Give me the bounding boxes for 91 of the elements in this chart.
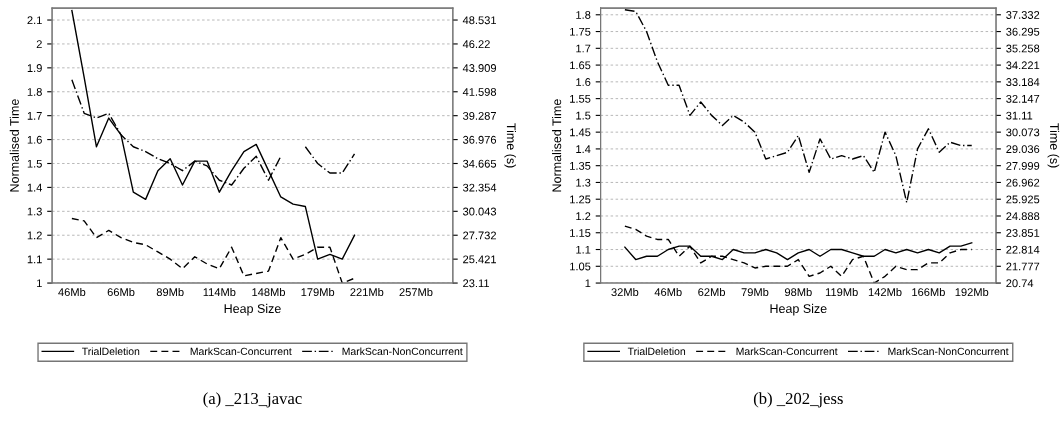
- y-tick-label: 1.75: [570, 27, 591, 36]
- y2-tick-label: 30.073: [1006, 128, 1040, 137]
- y-tick-label: 1: [585, 279, 591, 288]
- x-tick-label: 192Mb: [955, 287, 989, 297]
- legend-label: TrialDeletion: [627, 347, 686, 356]
- y-tick-label: 1.1: [576, 245, 591, 254]
- y-tick-label: 1.8: [576, 11, 591, 19]
- y-tick-label: 1.6: [576, 78, 591, 86]
- y-tick-label: 1.5: [576, 111, 591, 120]
- y2-tick-label: 32.354: [462, 183, 497, 192]
- x-tick-label: 257Mb: [399, 287, 433, 297]
- y2-tick-label: 24.888: [1006, 212, 1040, 221]
- y2-tick-label: 48.531: [462, 16, 496, 25]
- y-tick-label: 1.7: [576, 44, 591, 53]
- y-tick-label: 1.5: [27, 159, 42, 168]
- y-tick-label: 1.45: [570, 128, 591, 137]
- y-tick-label: 1.55: [570, 95, 591, 103]
- y-tick-label: 1.6: [27, 135, 42, 144]
- y2-tick-label: 27.732: [463, 231, 496, 240]
- y-tick-label: 1.4: [576, 145, 591, 153]
- y-tick-label: 1.25: [570, 195, 591, 204]
- y-tick-label: 2: [36, 40, 42, 48]
- y2-axis-title: Time (s): [504, 123, 516, 168]
- line-series: [624, 225, 973, 284]
- x-tick-label: 114Mb: [203, 287, 236, 297]
- y-tick-label: 1.9: [27, 64, 42, 72]
- y-axis-title: Normalised Time: [552, 99, 562, 192]
- legend-label: MarkScan-NonConcurrent: [888, 347, 1009, 356]
- y2-tick-label: 23.851: [1006, 229, 1040, 237]
- x-tick-label: 221Mb: [350, 287, 384, 297]
- x-axis-title: Heap Size: [770, 303, 827, 316]
- y2-axis-title: Time (s): [1047, 123, 1060, 168]
- y2-tick-label: 37.332: [1006, 11, 1040, 19]
- legend-label: MarkScan-NonConcurrent: [342, 347, 463, 356]
- y-tick-label: 1: [37, 279, 42, 288]
- y2-tick-label: 43.909: [462, 64, 497, 72]
- x-tick-label: 46Mb: [654, 287, 682, 297]
- y-tick-label: 1.4: [27, 183, 43, 192]
- y2-tick-label: 27.999: [1006, 161, 1040, 170]
- y-tick-label: 2.1: [27, 16, 42, 25]
- x-tick-label: 32Mb: [611, 287, 639, 297]
- y-tick-label: 1.1: [27, 255, 42, 264]
- y2-tick-label: 25.925: [1006, 195, 1040, 204]
- y-tick-label: 1.2: [27, 231, 42, 240]
- y2-tick-label: 34.665: [462, 159, 497, 168]
- y2-tick-label: 23.11: [463, 279, 489, 288]
- legend-label: MarkScan-Concurrent: [736, 347, 838, 356]
- x-tick-label: 79Mb: [741, 287, 769, 297]
- y-tick-label: 1.35: [570, 161, 591, 170]
- y2-tick-label: 22.814: [1006, 245, 1040, 254]
- y2-tick-label: 41.598: [462, 88, 497, 96]
- y2-tick-label: 25.421: [463, 255, 496, 264]
- x-tick-label: 66Mb: [107, 287, 135, 297]
- y2-tick-label: 32.147: [1006, 94, 1040, 103]
- y-axis-title: Normalised Time: [9, 99, 19, 192]
- x-tick-label: 89Mb: [156, 287, 184, 297]
- y-tick-label: 1.3: [27, 207, 42, 216]
- line-series: [624, 9, 973, 204]
- x-tick-label: 46Mb: [58, 287, 86, 297]
- y2-tick-label: 20.74: [1006, 279, 1034, 288]
- x-tick-label: 148Mb: [252, 287, 286, 297]
- y2-tick-label: 46.22: [462, 40, 490, 49]
- x-axis-title: Heap Size: [224, 303, 281, 316]
- x-tick-label: 62Mb: [698, 287, 726, 297]
- text: (a) _213_javac: [203, 392, 302, 408]
- y-tick-label: 1.05: [570, 262, 591, 271]
- y2-tick-label: 35.258: [1006, 44, 1040, 53]
- y-tick-label: 1.7: [27, 112, 42, 120]
- legend-label: TrialDeletion: [82, 347, 140, 356]
- y2-tick-label: 29.036: [1006, 145, 1040, 154]
- x-tick-label: 166Mb: [912, 287, 945, 297]
- y-tick-label: 1.3: [576, 178, 591, 187]
- x-tick-label: 119Mb: [825, 287, 858, 297]
- y2-tick-label: 21.777: [1006, 262, 1040, 271]
- y2-tick-label: 34.221: [1006, 61, 1040, 70]
- y2-tick-label: 36.976: [462, 135, 497, 144]
- y-tick-label: 1.2: [576, 212, 591, 221]
- y-tick-label: 1.65: [570, 61, 591, 70]
- y2-tick-label: 31.11: [1006, 111, 1033, 120]
- y2-tick-label: 33.184: [1006, 78, 1040, 86]
- y2-tick-label: 30.043: [462, 207, 497, 216]
- legend-label: MarkScan-Concurrent: [190, 347, 292, 356]
- y-tick-label: 1.8: [27, 88, 42, 96]
- x-tick-label: 98Mb: [784, 287, 812, 297]
- y-tick-label: 1.15: [570, 229, 591, 237]
- text: (b) _202_jess: [753, 392, 843, 408]
- x-tick-label: 179Mb: [301, 287, 335, 297]
- y2-tick-label: 26.962: [1006, 178, 1040, 187]
- y2-tick-label: 36.295: [1006, 27, 1040, 36]
- x-tick-label: 142Mb: [868, 287, 902, 297]
- y2-tick-label: 39.287: [462, 111, 496, 120]
